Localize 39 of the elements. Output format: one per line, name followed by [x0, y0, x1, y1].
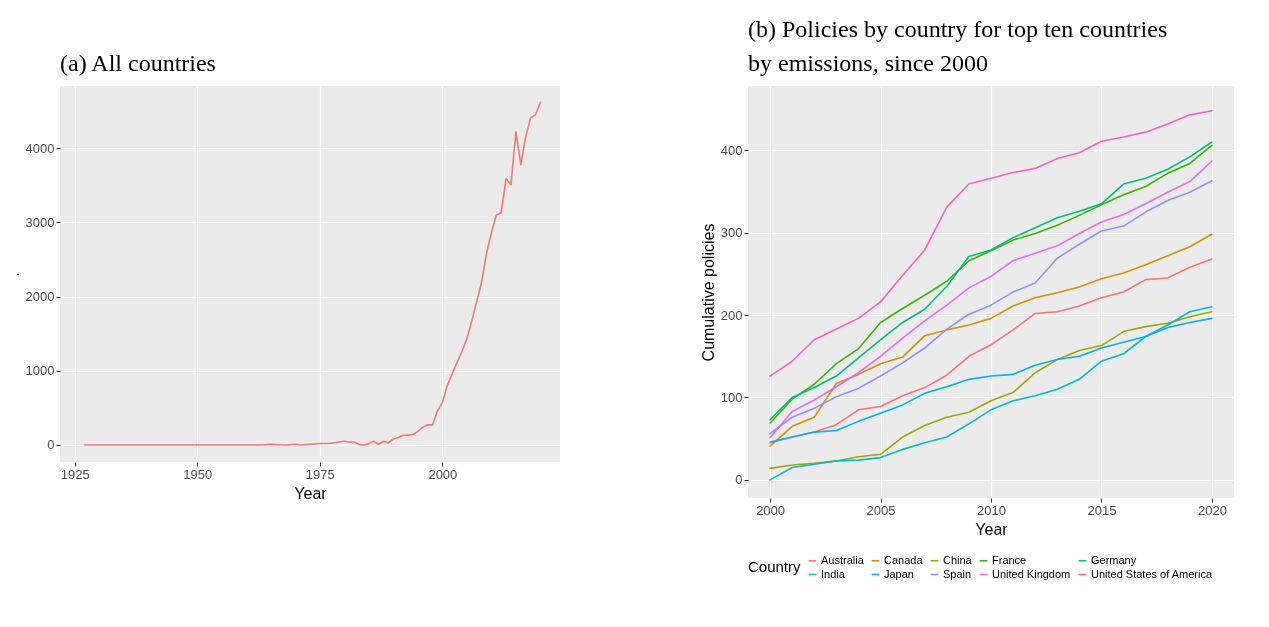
- x-tick-label: 1975: [305, 466, 335, 482]
- y-axis-title: Cumulative policies: [699, 223, 717, 362]
- y-tick-label: 0: [735, 472, 743, 488]
- legend-label: Australia: [821, 553, 865, 566]
- line-series: [769, 317, 1213, 443]
- y-tick-label: 200: [720, 307, 743, 323]
- legend-label: Spain: [943, 567, 972, 580]
- x-tick-label: 1925: [60, 466, 90, 482]
- x-tick-label: 2005: [866, 502, 896, 518]
- x-tick-label: 2020: [1197, 502, 1227, 518]
- legend-label: Japan: [884, 567, 914, 580]
- legend-label: India: [821, 567, 846, 580]
- x-tick-label: 2015: [1087, 502, 1117, 518]
- x-tick-label: 2010: [977, 502, 1006, 518]
- y-tick-label: 1000: [25, 363, 55, 379]
- y-axis-title: .: [4, 272, 22, 277]
- chart-title: (a) All countries: [60, 50, 216, 76]
- y-tick-label: 4000: [25, 140, 55, 156]
- y-tick-label: 100: [720, 389, 743, 405]
- legend-title: Country: [748, 558, 802, 575]
- legend-label: France: [992, 553, 1027, 566]
- chart-title: (b) Policies by country for top ten countries by emissions, since 2000: [748, 16, 1168, 76]
- x-tick-label: 2000: [756, 502, 786, 518]
- x-tick-label: 2000: [428, 466, 458, 482]
- y-tick-label: 0: [47, 437, 55, 453]
- legend-label: Canada: [884, 553, 924, 566]
- y-tick-label: 2000: [25, 289, 55, 305]
- legend-label: China: [943, 553, 973, 566]
- x-axis-title: Year: [975, 520, 1009, 538]
- line-series: [769, 109, 1213, 377]
- legend-label: United Kingdom: [992, 567, 1071, 580]
- y-tick-label: 400: [720, 142, 743, 158]
- x-axis-title: Year: [294, 484, 328, 502]
- legend-label: United States of America: [1091, 567, 1213, 580]
- y-tick-label: 3000: [25, 214, 55, 230]
- y-tick-label: 300: [720, 225, 743, 241]
- legend-label: Germany: [1091, 553, 1137, 566]
- line-series: [83, 101, 542, 446]
- x-tick-label: 1950: [183, 466, 213, 482]
